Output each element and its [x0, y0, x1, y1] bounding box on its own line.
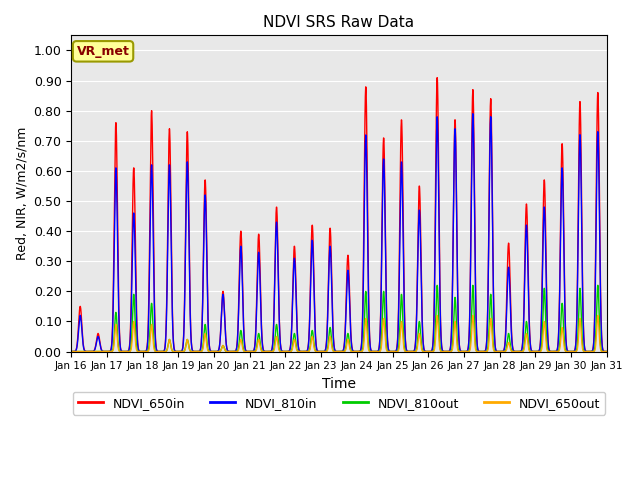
- Y-axis label: Red, NIR, W/m2/s/nm: Red, NIR, W/m2/s/nm: [15, 127, 28, 260]
- Text: VR_met: VR_met: [77, 45, 129, 58]
- NDVI_810in: [593, 201, 600, 206]
- NDVI_810in: [296, 348, 303, 354]
- NDVI_810out: [160, 348, 168, 354]
- NDVI_650out: [160, 348, 168, 354]
- Line: NDVI_650in: NDVI_650in: [71, 78, 607, 351]
- NDVI_810in: [160, 348, 168, 354]
- NDVI_810in: [469, 111, 477, 117]
- X-axis label: Time: Time: [322, 377, 356, 391]
- NDVI_650in: [593, 175, 600, 180]
- NDVI_810in: [67, 348, 75, 354]
- Legend: NDVI_650in, NDVI_810in, NDVI_810out, NDVI_650out: NDVI_650in, NDVI_810in, NDVI_810out, NDV…: [73, 392, 605, 415]
- NDVI_810out: [593, 320, 600, 325]
- NDVI_650out: [594, 312, 602, 318]
- NDVI_650in: [603, 348, 611, 354]
- NDVI_650in: [433, 75, 441, 81]
- NDVI_650in: [129, 224, 136, 229]
- NDVI_650in: [67, 348, 75, 354]
- NDVI_810out: [603, 348, 611, 354]
- NDVI_650out: [593, 335, 600, 341]
- NDVI_650in: [160, 348, 168, 353]
- NDVI_810out: [273, 322, 280, 327]
- NDVI_650out: [129, 334, 136, 340]
- NDVI_810in: [535, 348, 543, 354]
- Line: NDVI_810out: NDVI_810out: [71, 285, 607, 351]
- NDVI_810out: [296, 348, 303, 354]
- NDVI_810out: [594, 282, 602, 288]
- NDVI_650in: [535, 348, 543, 354]
- Line: NDVI_650out: NDVI_650out: [71, 315, 607, 351]
- NDVI_810out: [534, 348, 542, 354]
- NDVI_650out: [603, 348, 611, 354]
- NDVI_810in: [603, 348, 611, 354]
- NDVI_650out: [296, 348, 303, 354]
- NDVI_650in: [273, 204, 280, 210]
- NDVI_650in: [296, 348, 303, 354]
- Title: NDVI SRS Raw Data: NDVI SRS Raw Data: [264, 15, 415, 30]
- NDVI_810out: [129, 318, 136, 324]
- NDVI_650out: [534, 348, 542, 354]
- NDVI_650out: [67, 348, 75, 354]
- NDVI_810in: [273, 219, 280, 225]
- NDVI_810out: [67, 348, 75, 354]
- NDVI_810in: [129, 254, 136, 260]
- NDVI_650out: [273, 334, 280, 339]
- Line: NDVI_810in: NDVI_810in: [71, 114, 607, 351]
